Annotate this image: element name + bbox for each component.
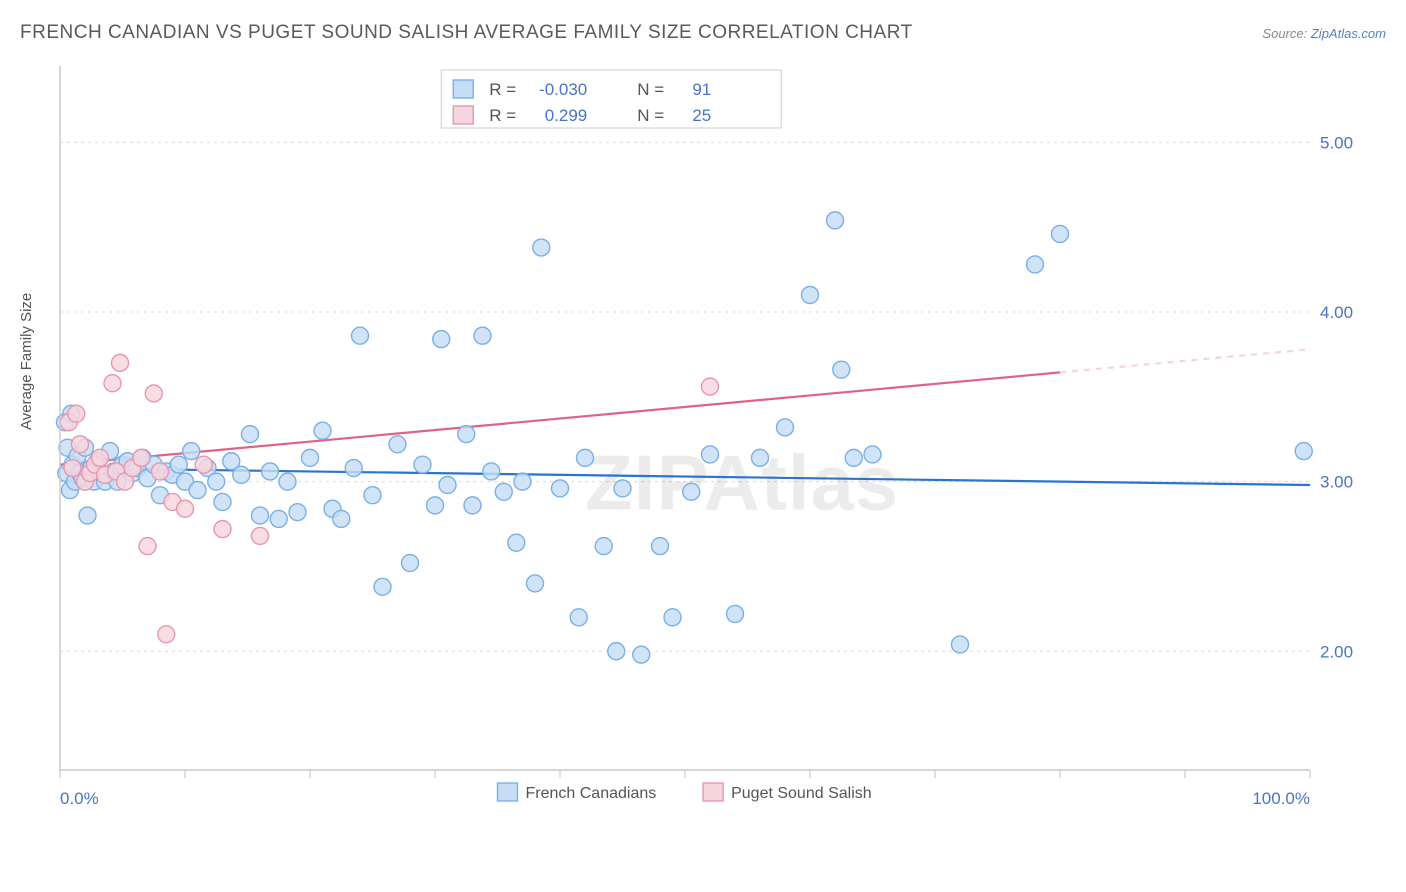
svg-text:5.00: 5.00 [1320,133,1353,152]
chart-title: FRENCH CANADIAN VS PUGET SOUND SALISH AV… [20,22,913,43]
svg-text:2.00: 2.00 [1320,642,1353,661]
svg-text:-0.030: -0.030 [539,80,587,99]
svg-text:N =: N = [637,80,664,99]
scatter-chart: 2.003.004.005.00ZIPAtlas0.0%100.0%R =-0.… [50,60,1380,830]
svg-text:25: 25 [692,106,711,125]
chart-container: 2.003.004.005.00ZIPAtlas0.0%100.0%R =-0.… [50,60,1380,830]
svg-text:0.299: 0.299 [545,106,588,125]
svg-text:Puget Sound Salish: Puget Sound Salish [731,785,872,802]
source-line: Source: ZipAtlas.com [1262,26,1386,41]
source-link[interactable]: ZipAtlas.com [1311,26,1386,41]
svg-text:R =: R = [489,106,516,125]
y-axis-label: Average Family Size [18,293,35,430]
svg-text:French Canadians: French Canadians [526,785,657,802]
source-label: Source: [1262,26,1307,41]
svg-text:0.0%: 0.0% [60,789,99,808]
svg-text:91: 91 [692,80,711,99]
svg-text:N =: N = [637,106,664,125]
svg-text:3.00: 3.00 [1320,473,1353,492]
svg-text:R =: R = [489,80,516,99]
svg-text:4.00: 4.00 [1320,303,1353,322]
svg-text:100.0%: 100.0% [1252,789,1310,808]
